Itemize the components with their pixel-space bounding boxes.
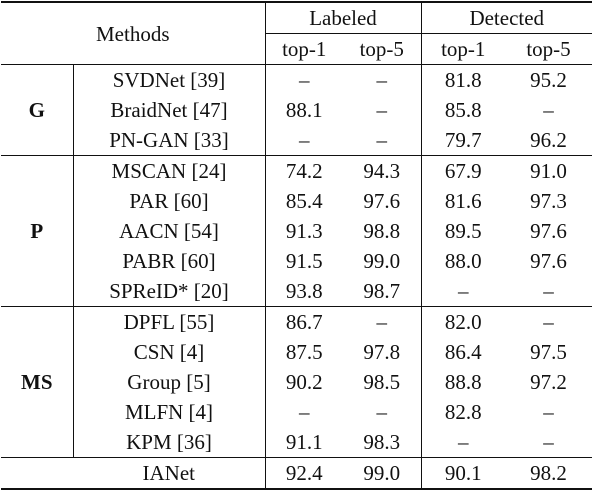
method-name: MLFN [4] <box>73 397 266 427</box>
detected-top1: 82.0 <box>421 306 505 337</box>
detected-top1: 86.4 <box>444 340 482 364</box>
labeled-top1: 91.5 <box>285 249 323 273</box>
labeled-top1: – <box>299 400 310 424</box>
labeled-top5: 94.3 <box>343 155 422 186</box>
detected-top5-best: 98.2 <box>505 457 592 490</box>
labeled-top5-best: 99.0 <box>343 246 422 276</box>
detected-top5: – <box>543 98 554 122</box>
labeled-top1: 88.1 <box>285 98 323 122</box>
detected-top5: – <box>543 400 554 424</box>
group-label-g: G <box>1 64 74 156</box>
detected-top5: 97.3 <box>530 189 567 213</box>
detected-top1: 89.5 <box>444 219 482 243</box>
method-name: PAR [60] <box>73 186 266 216</box>
group-label-p: P <box>1 155 74 307</box>
detected-top1: – <box>458 279 469 303</box>
detected-top5: 96.2 <box>530 128 567 152</box>
labeled-top5: – <box>343 64 422 95</box>
detected-top5: 91.0 <box>505 155 592 186</box>
header-methods: Methods <box>1 1 266 65</box>
method-name: KPM [36] <box>73 427 266 458</box>
method-name: PABR [60] <box>73 246 266 276</box>
final-group-blank <box>1 457 73 490</box>
labeled-top5: – <box>343 306 422 337</box>
detected-top1-best: 90.1 <box>421 457 505 490</box>
detected-top1: 88.8 <box>444 370 482 394</box>
header-labeled: Labeled <box>265 1 422 34</box>
method-name: Group [5] <box>73 367 266 397</box>
detected-top5: 97.6 <box>530 249 567 273</box>
detected-top1: 79.7 <box>444 128 482 152</box>
method-name: CSN [4] <box>73 337 266 367</box>
labeled-top1-best: 93.8 <box>285 279 323 303</box>
detected-top1: 81.6 <box>444 189 482 213</box>
labeled-top5-best: 99.0 <box>343 457 422 490</box>
labeled-top1: 92.4 <box>265 457 343 490</box>
detected-top5: – <box>543 430 554 454</box>
labeled-top1: 87.5 <box>285 340 323 364</box>
detected-top1: – <box>458 430 469 454</box>
detected-top5: – <box>505 306 592 337</box>
detected-top5: – <box>543 279 554 303</box>
detected-top5: 97.6 <box>530 219 567 243</box>
labeled-top1: 91.3 <box>285 219 323 243</box>
labeled-top5: 98.7 <box>343 276 422 307</box>
detected-top1: 67.9 <box>421 155 505 186</box>
labeled-top5: 97.8 <box>343 337 422 367</box>
method-name: DPFL [55] <box>73 306 266 337</box>
method-name: BraidNet [47] <box>73 95 266 125</box>
method-name: SPReID* [20] <box>73 276 266 307</box>
labeled-top5: 98.5 <box>343 367 422 397</box>
group-label-ms: MS <box>1 306 74 458</box>
labeled-top5: 97.6 <box>343 186 422 216</box>
labeled-top1: 85.4 <box>285 189 323 213</box>
detected-top5: 95.2 <box>505 64 592 95</box>
method-name: AACN [54] <box>73 216 266 246</box>
header-detected-top1: top-1 <box>441 37 486 61</box>
labeled-top1: 74.2 <box>265 155 343 186</box>
detected-top5: 97.2 <box>530 370 567 394</box>
header-detected-top5: top-5 <box>526 37 571 61</box>
detected-top1: 81.8 <box>421 64 505 95</box>
labeled-top1: 86.7 <box>265 306 343 337</box>
method-name: MSCAN [24] <box>73 155 266 186</box>
detected-top1: 85.8 <box>444 98 482 122</box>
labeled-top5: – <box>343 125 422 156</box>
detected-top5: 97.5 <box>530 340 567 364</box>
labeled-top5: 98.8 <box>343 216 422 246</box>
labeled-top5: – <box>343 397 422 427</box>
header-labeled-top1: top-1 <box>282 37 327 61</box>
method-name: PN-GAN [33] <box>73 125 266 156</box>
detected-top1: 82.8 <box>444 400 482 424</box>
labeled-top1: 91.1 <box>285 430 323 454</box>
labeled-top5: 98.3 <box>343 427 422 458</box>
labeled-top1: 90.2 <box>285 370 323 394</box>
header-labeled-top5: top-5 <box>343 33 422 65</box>
labeled-top1: – <box>299 128 310 152</box>
labeled-top5: – <box>343 95 422 125</box>
labeled-top1: – <box>265 64 343 95</box>
header-detected: Detected <box>421 1 592 34</box>
detected-top1: 88.0 <box>444 249 482 273</box>
method-name: SVDNet [39] <box>73 64 266 95</box>
method-name-ianet: IANet <box>73 457 266 490</box>
